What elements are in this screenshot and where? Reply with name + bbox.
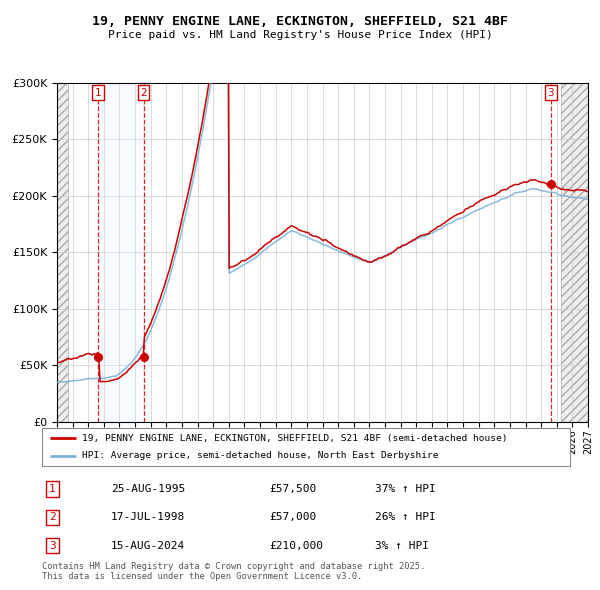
Text: Contains HM Land Registry data © Crown copyright and database right 2025.
This d: Contains HM Land Registry data © Crown c… <box>42 562 425 581</box>
Bar <box>98 83 143 422</box>
Text: 2: 2 <box>49 512 56 522</box>
Text: £57,000: £57,000 <box>269 512 316 522</box>
Text: 3: 3 <box>49 540 56 550</box>
Text: 26% ↑ HPI: 26% ↑ HPI <box>374 512 436 522</box>
Text: 2: 2 <box>140 88 147 98</box>
Bar <box>562 83 588 422</box>
Text: 19, PENNY ENGINE LANE, ECKINGTON, SHEFFIELD, S21 4BF (semi-detached house): 19, PENNY ENGINE LANE, ECKINGTON, SHEFFI… <box>82 434 507 442</box>
Text: 3: 3 <box>548 88 554 98</box>
Text: 37% ↑ HPI: 37% ↑ HPI <box>374 484 436 494</box>
Text: £210,000: £210,000 <box>269 540 323 550</box>
Text: 19, PENNY ENGINE LANE, ECKINGTON, SHEFFIELD, S21 4BF: 19, PENNY ENGINE LANE, ECKINGTON, SHEFFI… <box>92 15 508 28</box>
Text: 17-JUL-1998: 17-JUL-1998 <box>110 512 185 522</box>
Text: 15-AUG-2024: 15-AUG-2024 <box>110 540 185 550</box>
Text: 3% ↑ HPI: 3% ↑ HPI <box>374 540 428 550</box>
Text: £57,500: £57,500 <box>269 484 316 494</box>
Text: 25-AUG-1995: 25-AUG-1995 <box>110 484 185 494</box>
Text: 1: 1 <box>49 484 56 494</box>
Text: 1: 1 <box>95 88 101 98</box>
Bar <box>57 83 68 422</box>
Text: HPI: Average price, semi-detached house, North East Derbyshire: HPI: Average price, semi-detached house,… <box>82 451 438 460</box>
Text: Price paid vs. HM Land Registry's House Price Index (HPI): Price paid vs. HM Land Registry's House … <box>107 30 493 40</box>
